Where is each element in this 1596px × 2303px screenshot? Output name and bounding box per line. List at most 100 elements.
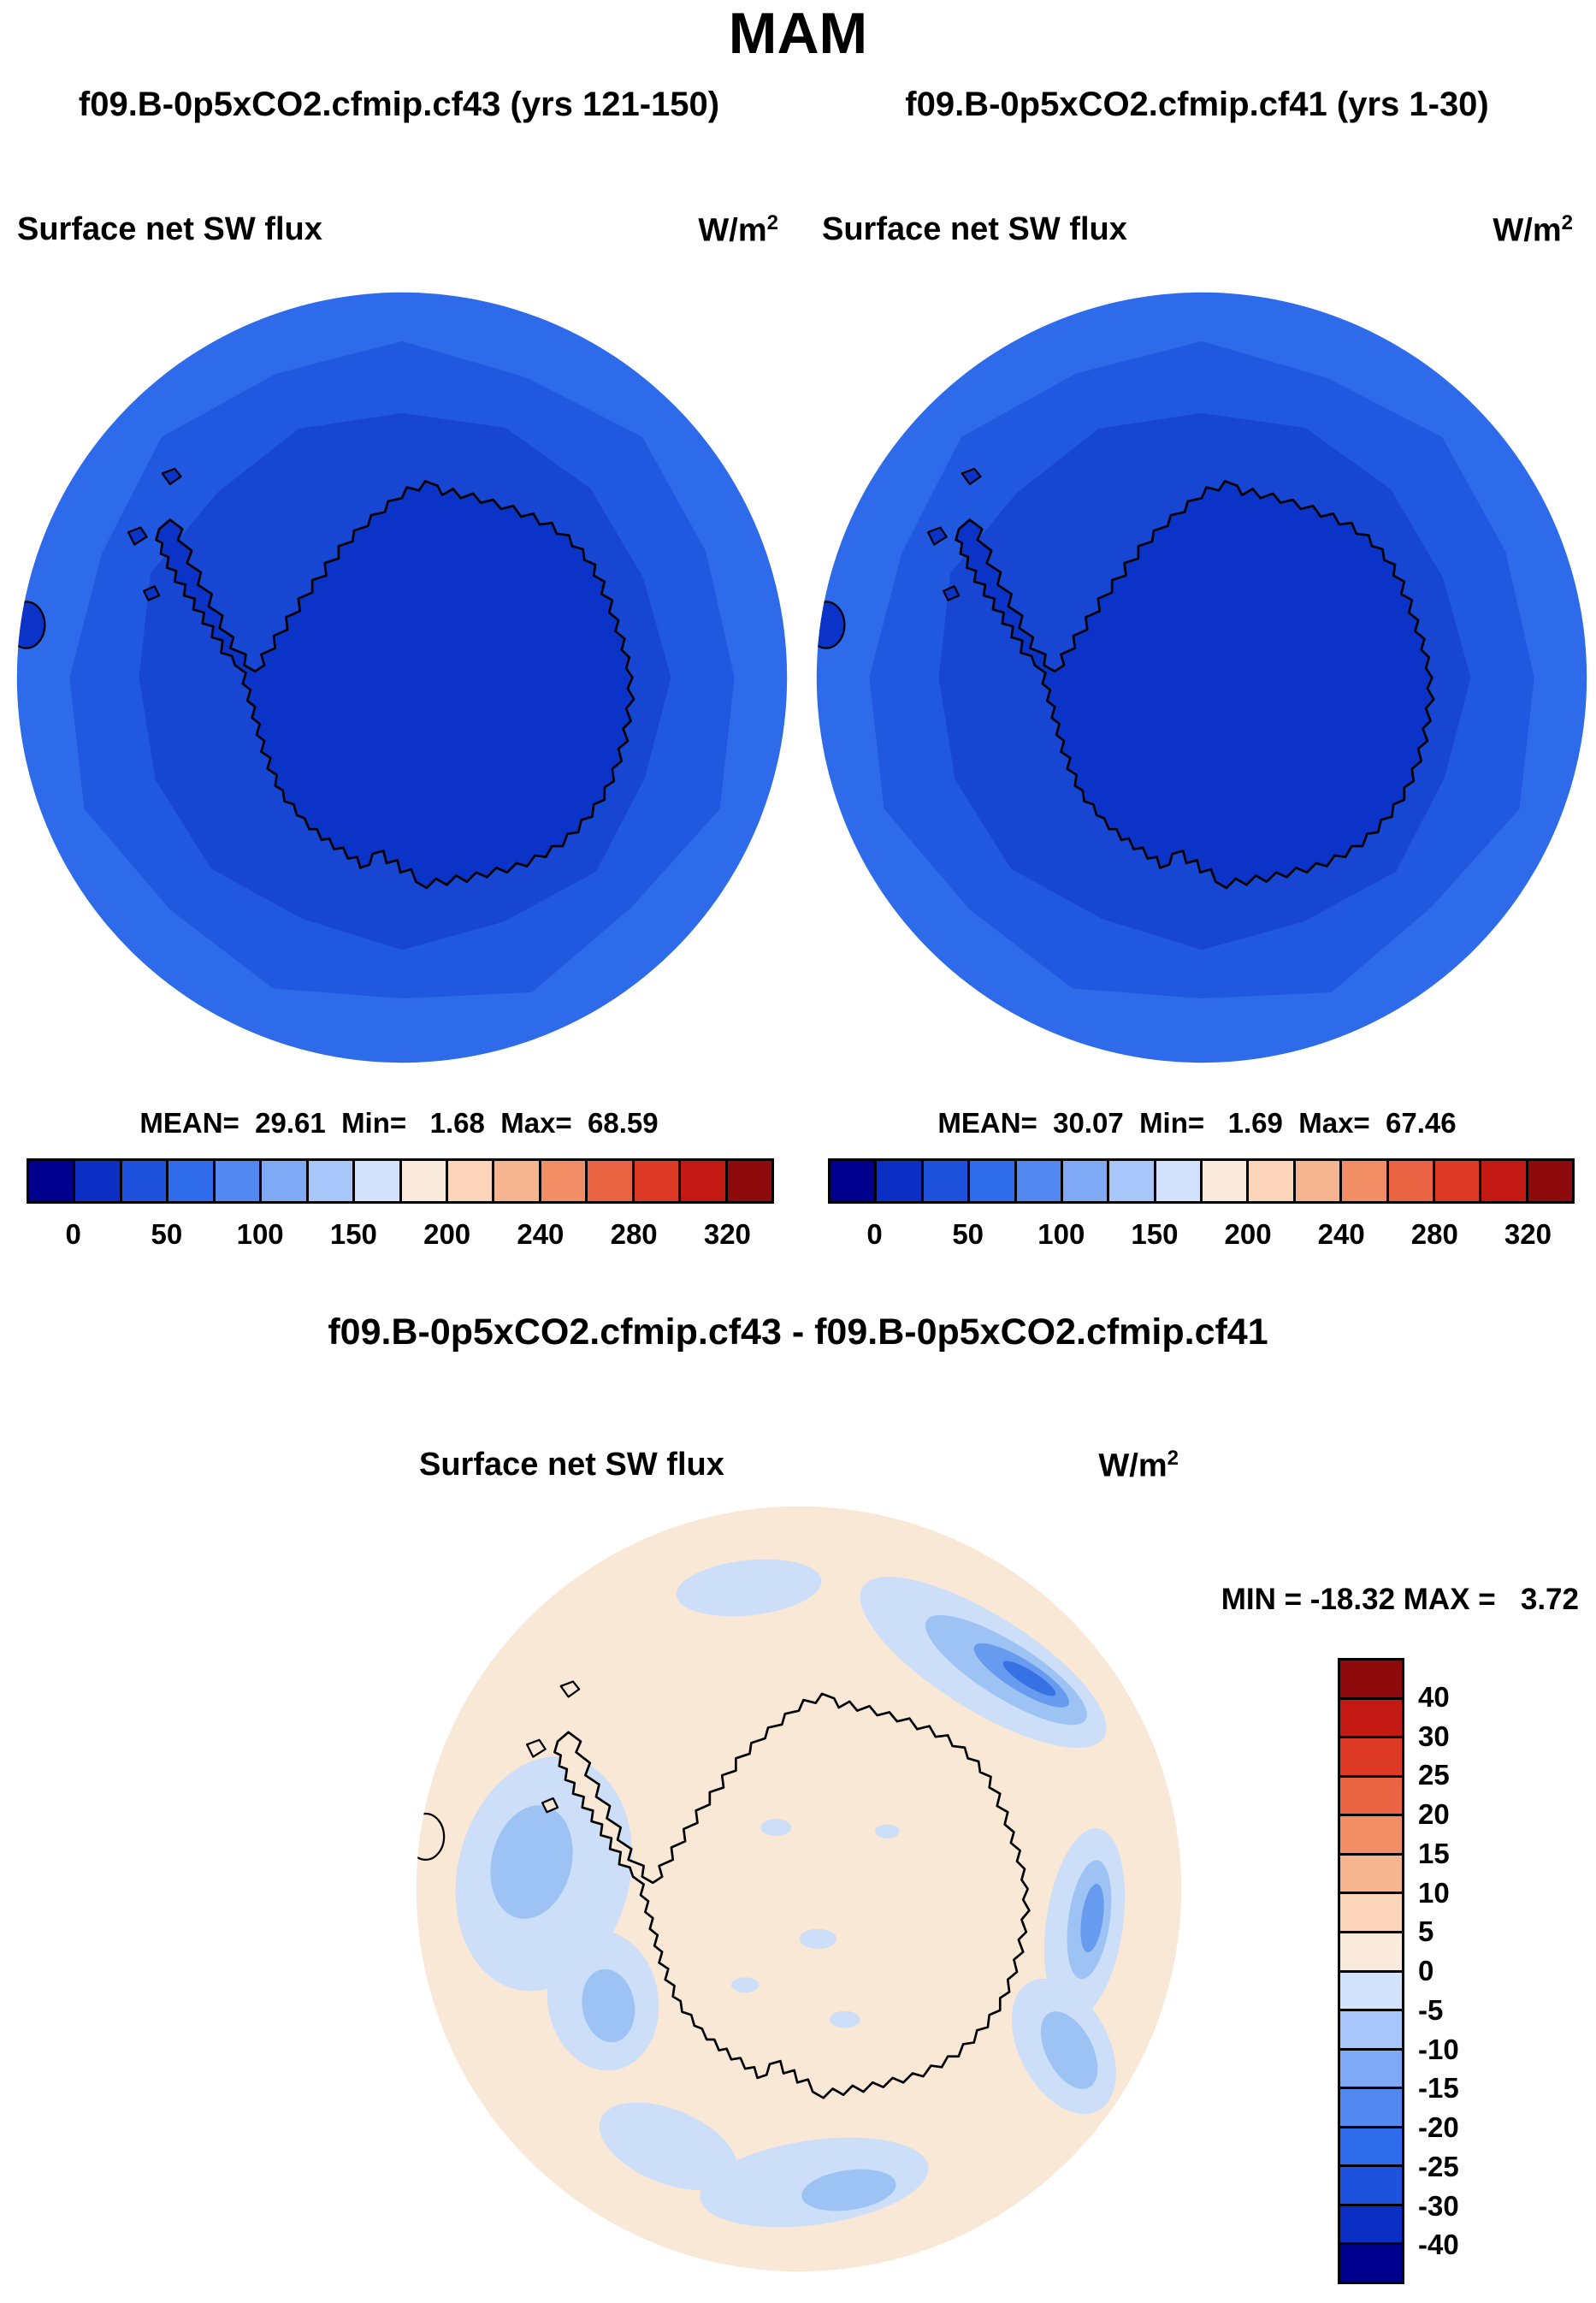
colorbar-tick-label: 40 bbox=[1418, 1680, 1450, 1713]
colorbar-cell bbox=[1432, 1161, 1480, 1201]
colorbar-cell bbox=[1340, 2242, 1402, 2282]
anomaly-speckle bbox=[799, 1928, 837, 1950]
anomaly-blob bbox=[1080, 1884, 1104, 1953]
stats-right: MEAN= 30.07 Min= 1.69 Max= 67.46 bbox=[937, 1107, 1457, 1139]
units-exponent: 2 bbox=[1561, 211, 1573, 234]
colorbar-tick-label: 0 bbox=[65, 1218, 81, 1250]
anomaly-blob bbox=[1002, 1661, 1056, 1696]
colorbar-tick-label: -10 bbox=[1418, 2033, 1459, 2065]
colorbar-cell bbox=[1339, 1161, 1386, 1201]
colorbar-tick-label: 0 bbox=[1418, 1955, 1434, 1986]
units-base: W/m bbox=[1493, 212, 1562, 249]
colorbar-tick-label: 150 bbox=[1131, 1218, 1179, 1250]
case-label-left: f09.B-0p5xCO2.cfmip.cf43 (yrs 121-150) bbox=[78, 86, 720, 123]
map-panel-difference bbox=[416, 1506, 1182, 2272]
colorbar-tick-label: -5 bbox=[1418, 1993, 1444, 2026]
colorbar-tick-label: 50 bbox=[952, 1218, 984, 1250]
colorbar-cell bbox=[73, 1161, 120, 1201]
colorbar-tick-label: 240 bbox=[1317, 1218, 1365, 1250]
colorbar-tick-label: 0 bbox=[866, 1218, 883, 1250]
colorbar-cell bbox=[585, 1161, 632, 1201]
anomaly-speckle bbox=[829, 2010, 860, 2028]
colorbar-tick-label: 150 bbox=[329, 1218, 377, 1250]
colorbar-cell bbox=[492, 1161, 539, 1201]
field-header-right: Surface net SW flux W/m2 bbox=[822, 211, 1573, 249]
difference-min-max: MIN = -18.32 MAX = 3.72 bbox=[1221, 1583, 1579, 1616]
colorbar-cell bbox=[1200, 1161, 1247, 1201]
field-label: Surface net SW flux bbox=[419, 1447, 724, 1483]
colorbar-cell bbox=[1340, 1969, 1402, 2010]
anomaly-blob bbox=[1040, 2011, 1098, 2089]
colorbar-tick-label: 5 bbox=[1418, 1915, 1434, 1948]
anomaly-speckle bbox=[874, 1824, 900, 1838]
colorbar-cell bbox=[967, 1161, 1014, 1201]
colorbar-cell bbox=[1340, 1852, 1402, 1892]
colorbar-tick-label: 320 bbox=[703, 1218, 751, 1250]
colorbar-tick-label: 20 bbox=[1418, 1798, 1450, 1830]
units-label: W/m2 bbox=[1493, 211, 1573, 249]
colorbar-tick-label: 280 bbox=[610, 1218, 658, 1250]
anomaly-speckle bbox=[760, 1819, 792, 1837]
units-base: W/m bbox=[1098, 1448, 1167, 1484]
difference-map-art bbox=[416, 1506, 1182, 2272]
colorbar-tick-label: 25 bbox=[1418, 1759, 1450, 1791]
colorbar-cell bbox=[724, 1161, 771, 1201]
colorbar-cell bbox=[1340, 2164, 1402, 2204]
colorbar-tick-label: 240 bbox=[517, 1218, 565, 1250]
colorbar-tick-label: 200 bbox=[423, 1218, 471, 1250]
field-label: Surface net SW flux bbox=[822, 211, 1127, 247]
anomaly-blob bbox=[801, 2169, 896, 2211]
colorbar-cell bbox=[399, 1161, 446, 1201]
case-label-right: f09.B-0p5xCO2.cfmip.cf41 (yrs 1-30) bbox=[905, 86, 1489, 123]
colorbar-cell bbox=[1246, 1161, 1293, 1201]
colorbar-cell bbox=[1292, 1161, 1340, 1201]
colorbar-tick-label: 100 bbox=[236, 1218, 284, 1250]
colorbar-tick-label: 10 bbox=[1418, 1876, 1450, 1909]
field-label: Surface net SW flux bbox=[17, 211, 322, 247]
field-header-difference: Surface net SW flux W/m2 bbox=[419, 1447, 1179, 1484]
colorbar-cell bbox=[874, 1161, 921, 1201]
colorbar-tick-label: 50 bbox=[151, 1218, 183, 1250]
colorbar-cell bbox=[1340, 1930, 1402, 1970]
anomaly-blob bbox=[582, 1969, 635, 2043]
colorbar-cell bbox=[1340, 2009, 1402, 2048]
colorbar-cell bbox=[631, 1161, 679, 1201]
map-panel-left bbox=[15, 291, 789, 1064]
colorbar-tick-label: -15 bbox=[1418, 2072, 1459, 2105]
colorbar-cell bbox=[1386, 1161, 1433, 1201]
units-label: W/m2 bbox=[1098, 1447, 1179, 1484]
anomaly-blob bbox=[676, 1559, 822, 1617]
colorbar-cell bbox=[352, 1161, 399, 1201]
colorbar-left bbox=[27, 1158, 774, 1204]
colorbar-tick-label: 280 bbox=[1410, 1218, 1458, 1250]
stats-left: MEAN= 29.61 Min= 1.68 Max= 68.59 bbox=[139, 1107, 659, 1139]
interior-anomaly-speckles bbox=[730, 1819, 900, 2028]
colorbar-right-ticks: 0 50 100 150 200 240 280 320 bbox=[828, 1218, 1575, 1256]
colorbar-cell bbox=[831, 1161, 875, 1201]
season-title: MAM bbox=[728, 1, 868, 66]
colorbar-cell bbox=[1153, 1161, 1200, 1201]
colorbar-cell bbox=[445, 1161, 493, 1201]
colorbar-cell bbox=[1340, 2125, 1402, 2165]
colorbar-tick-label: -40 bbox=[1418, 2229, 1459, 2261]
colorbar-tick-label: -20 bbox=[1418, 2111, 1459, 2143]
colorbar-cell bbox=[1340, 2203, 1402, 2243]
units-base: W/m bbox=[698, 212, 767, 249]
map-panel-right bbox=[815, 291, 1588, 1064]
colorbar-cell bbox=[1340, 2087, 1402, 2126]
colorbar-cell bbox=[212, 1161, 260, 1201]
colorbar-difference bbox=[1338, 1658, 1404, 2284]
colorbar-tick-label: 15 bbox=[1418, 1837, 1450, 1869]
colorbar-cell bbox=[29, 1161, 74, 1201]
units-exponent: 2 bbox=[766, 211, 778, 234]
colorbar-cell bbox=[305, 1161, 353, 1201]
colorbar-cell bbox=[259, 1161, 306, 1201]
colorbar-left-ticks: 0 50 100 150 200 240 280 320 bbox=[27, 1218, 774, 1256]
colorbar-cell bbox=[1340, 1736, 1402, 1775]
difference-title: f09.B-0p5xCO2.cfmip.cf43 - f09.B-0p5xCO2… bbox=[328, 1311, 1268, 1353]
colorbar-tick-label: -30 bbox=[1418, 2189, 1459, 2222]
colorbar-tick-label: 320 bbox=[1504, 1218, 1552, 1250]
colorbar-cell bbox=[1340, 1661, 1402, 1697]
colorbar-difference-ticks: 40 30 25 20 15 10 5 0 -5 -10 -15 -20 -25 -30 -40 bbox=[1418, 1658, 1546, 2284]
